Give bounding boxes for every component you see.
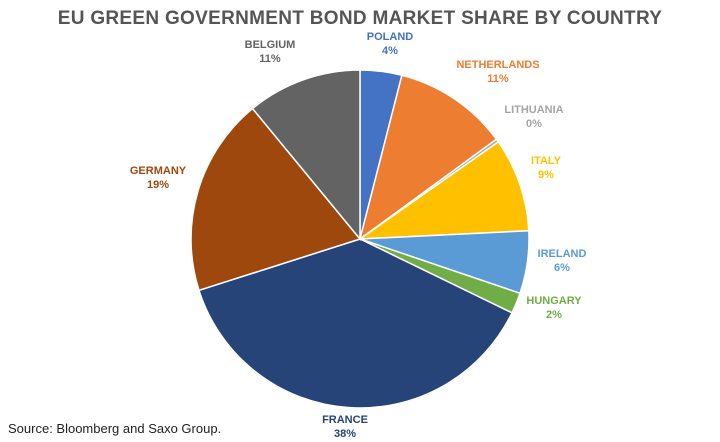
pie-labels: POLAND 4% NETHERLANDS 11% LITHUANIA 0% ITALY 9%… bbox=[130, 31, 587, 440]
label-hungary: HUNGARY bbox=[526, 295, 582, 307]
chart-title: EU GREEN GOVERNMENT BOND MARKET SHARE BY… bbox=[57, 8, 663, 29]
slice-germany bbox=[190, 107, 362, 292]
label-belgium: BELGIUM bbox=[245, 39, 296, 51]
label-italy: ITALY bbox=[531, 155, 562, 167]
source-note: Source: Bloomberg and Saxo Group. bbox=[8, 421, 222, 436]
slice-belgium bbox=[251, 69, 361, 242]
pie-slices bbox=[190, 69, 530, 409]
value-germany: 19% bbox=[147, 179, 169, 191]
label-ireland: IRELAND bbox=[538, 248, 587, 260]
label-lithuania: LITHUANIA bbox=[504, 104, 563, 116]
value-italy: 9% bbox=[538, 169, 554, 181]
label-france: FRANCE bbox=[322, 414, 368, 426]
label-poland: POLAND bbox=[367, 31, 414, 43]
value-belgium: 11% bbox=[259, 53, 281, 65]
slice-france bbox=[198, 238, 513, 409]
label-netherlands: NETHERLANDS bbox=[456, 59, 539, 71]
value-ireland: 6% bbox=[554, 262, 570, 274]
value-poland: 4% bbox=[382, 45, 398, 57]
value-netherlands: 11% bbox=[487, 73, 509, 85]
value-lithuania: 0% bbox=[526, 118, 542, 130]
value-france: 38% bbox=[334, 428, 356, 440]
label-germany: GERMANY bbox=[130, 165, 187, 177]
value-hungary: 2% bbox=[546, 309, 562, 321]
slice-italy bbox=[357, 140, 530, 240]
slice-netherlands bbox=[358, 74, 498, 241]
